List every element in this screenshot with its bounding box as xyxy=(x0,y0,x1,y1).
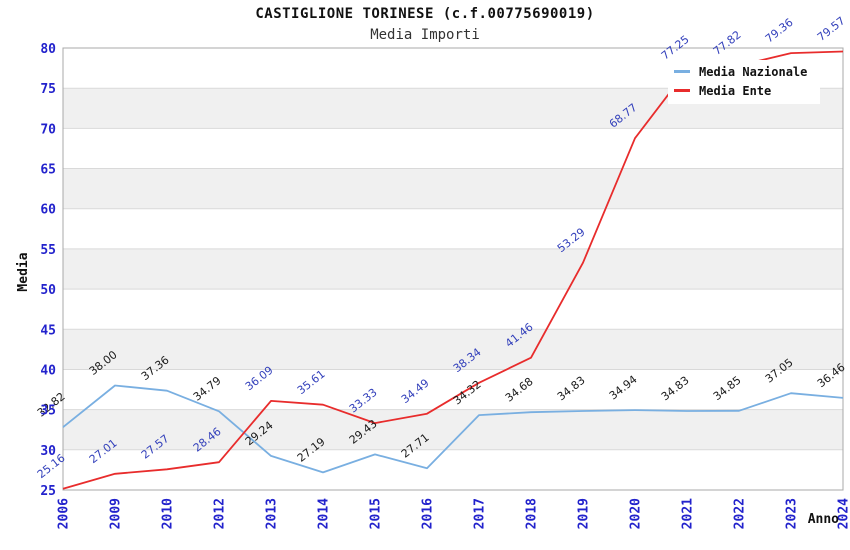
plot-band xyxy=(63,289,843,330)
y-tick-label: 30 xyxy=(40,444,56,459)
data-point-label: 79.36 xyxy=(763,16,796,46)
x-tick-label: 2016 xyxy=(421,498,436,529)
legend-label-ente: Media Ente xyxy=(699,83,772,98)
x-tick-label: 2015 xyxy=(369,498,384,529)
legend: Media Nazionale Media Ente xyxy=(668,60,820,104)
x-tick-label: 2006 xyxy=(57,498,72,529)
legend-label-nazionale: Media Nazionale xyxy=(699,64,808,79)
y-tick-label: 40 xyxy=(40,364,56,379)
plot-band xyxy=(63,409,843,450)
x-tick-label: 2023 xyxy=(785,498,800,529)
y-tick-label: 45 xyxy=(40,323,56,338)
x-tick-label: 2021 xyxy=(681,498,696,529)
y-tick-label: 60 xyxy=(40,203,56,218)
plot-band xyxy=(63,168,843,209)
x-tick-label: 2024 xyxy=(837,498,850,529)
plot-band xyxy=(63,128,843,169)
x-tick-label: 2022 xyxy=(733,498,748,529)
x-tick-label: 2009 xyxy=(109,498,124,529)
y-tick-label: 80 xyxy=(40,42,56,57)
x-tick-label: 2017 xyxy=(473,498,488,529)
chart-title: CASTIGLIONE TORINESE (c.f.00775690019) xyxy=(255,6,595,22)
x-tick-label: 2010 xyxy=(161,498,176,529)
y-tick-label: 65 xyxy=(40,163,56,178)
y-tick-label: 50 xyxy=(40,283,56,298)
y-tick-label: 35 xyxy=(40,404,56,419)
x-axis-title: Anno xyxy=(808,512,839,527)
plot-band xyxy=(63,329,843,370)
plot-band xyxy=(63,449,843,490)
y-tick-label: 75 xyxy=(40,82,56,97)
y-axis-title: Media xyxy=(16,252,31,291)
legend-item-media-nazionale: Media Nazionale xyxy=(674,62,820,81)
legend-swatch-ente-icon xyxy=(674,89,690,92)
plot-band xyxy=(63,369,843,410)
y-tick-label: 55 xyxy=(40,243,56,258)
legend-swatch-nazionale-icon xyxy=(674,70,690,73)
data-point-label: 79.57 xyxy=(815,14,848,44)
x-tick-label: 2013 xyxy=(265,498,280,529)
x-tick-label: 2018 xyxy=(525,498,540,529)
x-tick-label: 2012 xyxy=(213,498,228,529)
legend-item-media-ente: Media Ente xyxy=(674,81,820,100)
plot-border xyxy=(62,47,844,491)
plot-band xyxy=(63,208,843,249)
x-tick-label: 2020 xyxy=(629,498,644,529)
y-tick-label: 70 xyxy=(40,122,56,137)
x-tick-label: 2014 xyxy=(317,498,332,529)
plot-band xyxy=(63,248,843,290)
series-line-nazionale xyxy=(62,384,844,474)
chart-subtitle: Media Importi xyxy=(370,27,480,43)
x-tick-label: 2019 xyxy=(577,498,592,529)
y-tick-label: 25 xyxy=(40,484,56,499)
